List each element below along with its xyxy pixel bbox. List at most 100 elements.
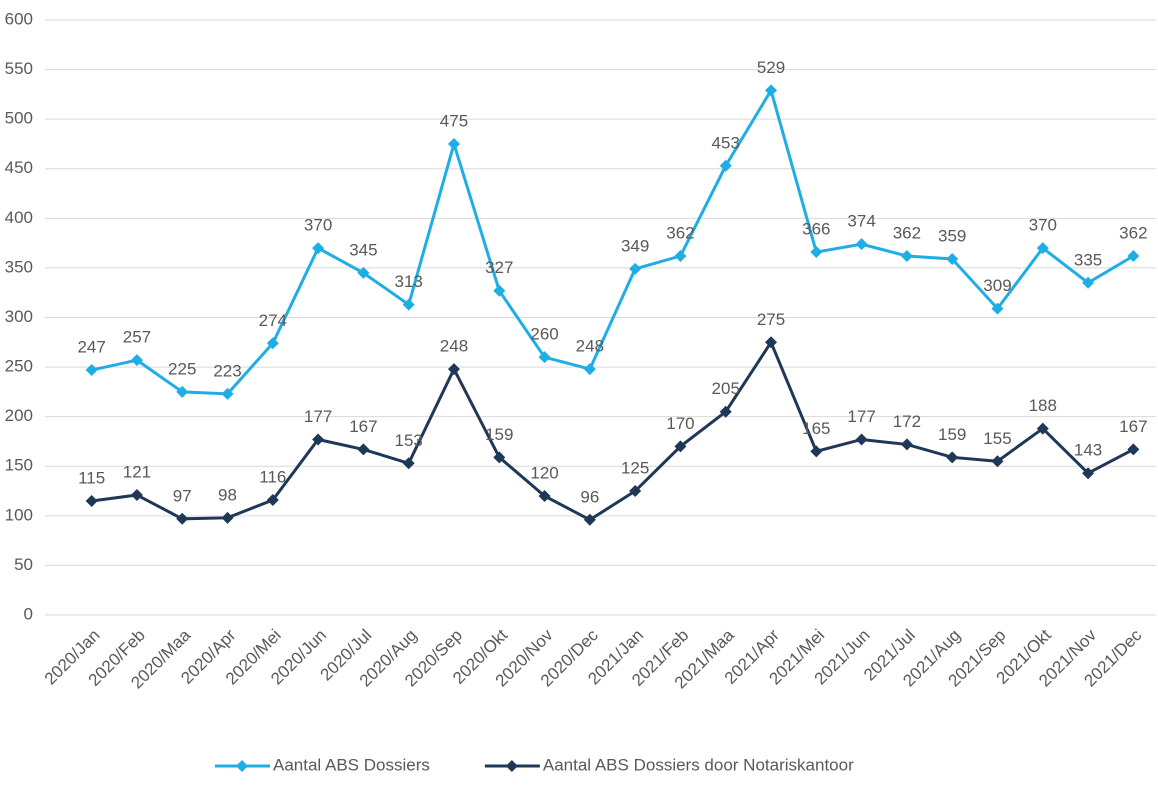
series-line xyxy=(91,339,1135,522)
data-label: 349 xyxy=(621,236,649,255)
data-label: 96 xyxy=(580,487,599,506)
data-point xyxy=(85,364,98,377)
y-tick-label: 400 xyxy=(5,208,33,227)
data-point xyxy=(85,494,98,507)
data-point xyxy=(1036,422,1049,435)
data-point xyxy=(855,433,868,446)
data-point xyxy=(765,336,778,349)
y-tick-label: 200 xyxy=(5,406,33,425)
data-label: 257 xyxy=(123,328,151,347)
data-label: 274 xyxy=(259,311,287,330)
data-point xyxy=(991,455,1004,468)
data-label: 453 xyxy=(712,133,740,152)
data-label: 188 xyxy=(1029,396,1057,415)
data-point xyxy=(176,385,189,398)
data-point xyxy=(538,351,551,364)
legend-label: Aantal ABS Dossiers xyxy=(273,755,430,774)
data-point xyxy=(221,387,234,400)
data-label: 170 xyxy=(666,414,694,433)
data-point xyxy=(1127,250,1140,263)
data-point xyxy=(674,250,687,263)
data-label: 205 xyxy=(712,379,740,398)
data-label: 98 xyxy=(218,485,237,504)
data-point xyxy=(176,512,189,525)
data-point xyxy=(402,298,415,311)
data-point xyxy=(900,438,913,451)
data-label: 125 xyxy=(621,459,649,478)
data-label: 153 xyxy=(395,431,423,450)
data-point xyxy=(130,489,143,502)
data-point xyxy=(266,337,279,350)
data-point xyxy=(719,159,732,172)
y-tick-label: 450 xyxy=(5,158,33,177)
data-label: 248 xyxy=(576,337,604,356)
data-point xyxy=(493,284,506,297)
legend-label: Aantal ABS Dossiers door Notariskantoor xyxy=(543,755,854,774)
data-label: 362 xyxy=(893,224,921,243)
data-point xyxy=(855,238,868,251)
data-label: 159 xyxy=(485,425,513,444)
data-label: 167 xyxy=(349,417,377,436)
data-label: 359 xyxy=(938,226,966,245)
data-point xyxy=(946,451,959,464)
data-point xyxy=(538,490,551,502)
y-tick-label: 50 xyxy=(14,555,33,574)
data-point xyxy=(583,513,596,526)
data-label: 335 xyxy=(1074,250,1102,269)
data-label: 223 xyxy=(213,361,241,380)
data-point xyxy=(991,302,1004,315)
data-label: 370 xyxy=(304,216,332,235)
y-tick-label: 500 xyxy=(5,109,33,128)
data-point xyxy=(810,246,823,259)
y-tick-label: 0 xyxy=(24,604,33,623)
data-label: 248 xyxy=(440,337,468,356)
data-point xyxy=(719,405,732,418)
data-label: 172 xyxy=(893,412,921,431)
data-point xyxy=(357,443,370,456)
data-label: 366 xyxy=(802,220,830,239)
data-point xyxy=(810,445,823,458)
data-point xyxy=(312,433,325,446)
data-point xyxy=(447,137,460,150)
data-label: 370 xyxy=(1029,216,1057,235)
data-label: 116 xyxy=(259,467,286,486)
data-point xyxy=(447,363,460,376)
data-point xyxy=(402,457,415,470)
legend-marker xyxy=(236,760,248,772)
data-point xyxy=(357,266,370,279)
y-tick-label: 600 xyxy=(5,9,33,28)
data-label: 167 xyxy=(1119,417,1147,436)
data-label: 475 xyxy=(440,111,468,130)
data-point xyxy=(674,440,687,453)
data-point xyxy=(629,485,642,498)
data-label: 165 xyxy=(802,419,830,438)
y-tick-label: 150 xyxy=(5,456,33,475)
data-label: 362 xyxy=(666,224,694,243)
data-label: 155 xyxy=(983,429,1011,448)
data-label: 225 xyxy=(168,359,196,378)
data-point xyxy=(1036,242,1049,255)
data-label: 115 xyxy=(78,468,105,487)
data-label: 327 xyxy=(485,258,513,277)
y-tick-label: 300 xyxy=(5,307,33,326)
series-line xyxy=(91,86,1135,396)
y-tick-label: 250 xyxy=(5,357,33,376)
data-point xyxy=(493,451,506,464)
data-label: 345 xyxy=(349,240,377,259)
data-label: 159 xyxy=(938,425,966,444)
data-label: 120 xyxy=(530,463,558,482)
data-label: 313 xyxy=(395,272,423,291)
data-point xyxy=(1082,467,1095,480)
data-point xyxy=(1082,276,1095,289)
data-point xyxy=(221,511,234,524)
data-point xyxy=(130,354,143,367)
y-tick-label: 350 xyxy=(5,257,33,276)
data-label: 177 xyxy=(304,407,332,426)
data-point xyxy=(629,262,642,275)
data-label: 529 xyxy=(757,58,785,77)
data-point xyxy=(583,363,596,376)
data-label: 143 xyxy=(1074,441,1102,460)
data-point xyxy=(312,242,325,255)
data-label: 309 xyxy=(983,276,1011,295)
